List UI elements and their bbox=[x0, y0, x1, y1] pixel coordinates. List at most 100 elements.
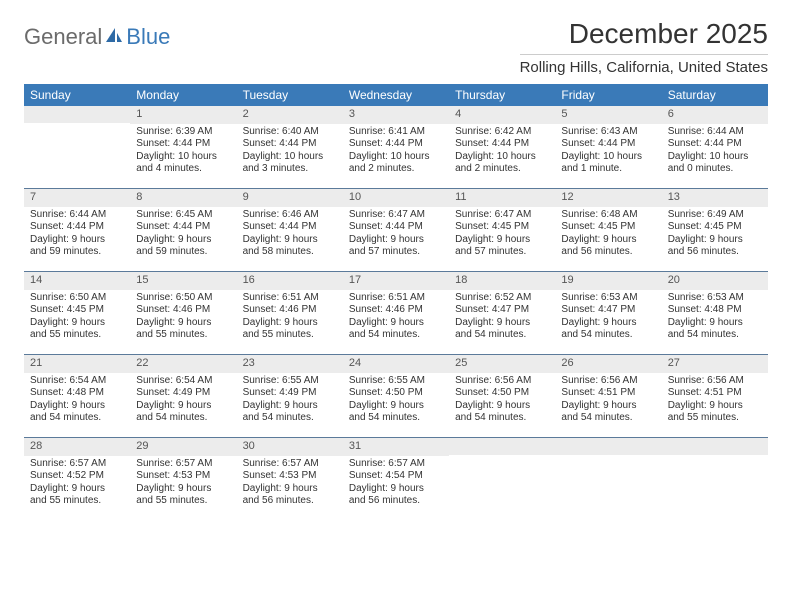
daylight-text-2: and 56 minutes. bbox=[243, 495, 337, 508]
sunset-text: Sunset: 4:44 PM bbox=[349, 221, 443, 234]
calendar: SundayMondayTuesdayWednesdayThursdayFrid… bbox=[24, 84, 768, 520]
sunrise-text: Sunrise: 6:57 AM bbox=[349, 458, 443, 471]
day-number: 5 bbox=[555, 106, 661, 124]
day-data: Sunrise: 6:48 AMSunset: 4:45 PMDaylight:… bbox=[555, 207, 661, 263]
daylight-text-1: Daylight: 9 hours bbox=[30, 483, 124, 496]
daylight-text-2: and 59 minutes. bbox=[30, 246, 124, 259]
day-number: 26 bbox=[555, 355, 661, 373]
sunrise-text: Sunrise: 6:48 AM bbox=[561, 209, 655, 222]
day-data: Sunrise: 6:56 AMSunset: 4:51 PMDaylight:… bbox=[555, 373, 661, 429]
day-number: 6 bbox=[662, 106, 768, 124]
sunset-text: Sunset: 4:50 PM bbox=[455, 387, 549, 400]
calendar-day-cell: 5Sunrise: 6:43 AMSunset: 4:44 PMDaylight… bbox=[555, 106, 661, 188]
location-text: Rolling Hills, California, United States bbox=[520, 59, 768, 76]
day-number bbox=[24, 106, 130, 123]
calendar-day-cell: 9Sunrise: 6:46 AMSunset: 4:44 PMDaylight… bbox=[237, 189, 343, 271]
day-data: Sunrise: 6:56 AMSunset: 4:50 PMDaylight:… bbox=[449, 373, 555, 429]
sunrise-text: Sunrise: 6:52 AM bbox=[455, 292, 549, 305]
daylight-text-2: and 55 minutes. bbox=[30, 329, 124, 342]
day-number bbox=[449, 438, 555, 455]
weeks-container: 1Sunrise: 6:39 AMSunset: 4:44 PMDaylight… bbox=[24, 106, 768, 520]
day-of-week-label: Friday bbox=[555, 84, 661, 106]
daylight-text-1: Daylight: 10 hours bbox=[349, 151, 443, 164]
daylight-text-2: and 55 minutes. bbox=[136, 329, 230, 342]
title-block: December 2025 Rolling Hills, California,… bbox=[520, 18, 768, 76]
calendar-day-cell: 15Sunrise: 6:50 AMSunset: 4:46 PMDayligh… bbox=[130, 272, 236, 354]
sunset-text: Sunset: 4:44 PM bbox=[243, 138, 337, 151]
calendar-day-cell: 8Sunrise: 6:45 AMSunset: 4:44 PMDaylight… bbox=[130, 189, 236, 271]
daylight-text-2: and 55 minutes. bbox=[668, 412, 762, 425]
day-number: 12 bbox=[555, 189, 661, 207]
daylight-text-1: Daylight: 9 hours bbox=[561, 317, 655, 330]
calendar-day-cell: 29Sunrise: 6:57 AMSunset: 4:53 PMDayligh… bbox=[130, 438, 236, 520]
day-data: Sunrise: 6:47 AMSunset: 4:44 PMDaylight:… bbox=[343, 207, 449, 263]
daylight-text-1: Daylight: 9 hours bbox=[243, 317, 337, 330]
daylight-text-2: and 56 minutes. bbox=[668, 246, 762, 259]
daylight-text-2: and 54 minutes. bbox=[455, 412, 549, 425]
daylight-text-2: and 57 minutes. bbox=[349, 246, 443, 259]
calendar-day-cell: 24Sunrise: 6:55 AMSunset: 4:50 PMDayligh… bbox=[343, 355, 449, 437]
day-data: Sunrise: 6:53 AMSunset: 4:48 PMDaylight:… bbox=[662, 290, 768, 346]
calendar-day-cell: 7Sunrise: 6:44 AMSunset: 4:44 PMDaylight… bbox=[24, 189, 130, 271]
sunset-text: Sunset: 4:46 PM bbox=[136, 304, 230, 317]
daylight-text-2: and 3 minutes. bbox=[243, 163, 337, 176]
calendar-day-cell: 23Sunrise: 6:55 AMSunset: 4:49 PMDayligh… bbox=[237, 355, 343, 437]
day-of-week-label: Tuesday bbox=[237, 84, 343, 106]
daylight-text-1: Daylight: 9 hours bbox=[136, 234, 230, 247]
calendar-week-row: 1Sunrise: 6:39 AMSunset: 4:44 PMDaylight… bbox=[24, 106, 768, 189]
day-number: 27 bbox=[662, 355, 768, 373]
sunset-text: Sunset: 4:44 PM bbox=[561, 138, 655, 151]
calendar-week-row: 28Sunrise: 6:57 AMSunset: 4:52 PMDayligh… bbox=[24, 438, 768, 520]
daylight-text-2: and 1 minute. bbox=[561, 163, 655, 176]
calendar-day-cell: 22Sunrise: 6:54 AMSunset: 4:49 PMDayligh… bbox=[130, 355, 236, 437]
month-title: December 2025 bbox=[520, 18, 768, 55]
daylight-text-1: Daylight: 10 hours bbox=[243, 151, 337, 164]
calendar-day-cell: 13Sunrise: 6:49 AMSunset: 4:45 PMDayligh… bbox=[662, 189, 768, 271]
day-number: 21 bbox=[24, 355, 130, 373]
header: General Blue December 2025 Rolling Hills… bbox=[24, 18, 768, 76]
daylight-text-1: Daylight: 9 hours bbox=[243, 483, 337, 496]
daylight-text-2: and 54 minutes. bbox=[349, 329, 443, 342]
daylight-text-1: Daylight: 9 hours bbox=[243, 234, 337, 247]
daylight-text-2: and 56 minutes. bbox=[561, 246, 655, 259]
day-data: Sunrise: 6:53 AMSunset: 4:47 PMDaylight:… bbox=[555, 290, 661, 346]
day-of-week-label: Thursday bbox=[449, 84, 555, 106]
day-data: Sunrise: 6:52 AMSunset: 4:47 PMDaylight:… bbox=[449, 290, 555, 346]
sunset-text: Sunset: 4:48 PM bbox=[668, 304, 762, 317]
sunset-text: Sunset: 4:51 PM bbox=[668, 387, 762, 400]
sunset-text: Sunset: 4:47 PM bbox=[455, 304, 549, 317]
day-number: 10 bbox=[343, 189, 449, 207]
day-data: Sunrise: 6:55 AMSunset: 4:49 PMDaylight:… bbox=[237, 373, 343, 429]
calendar-day-cell: 2Sunrise: 6:40 AMSunset: 4:44 PMDaylight… bbox=[237, 106, 343, 188]
sunset-text: Sunset: 4:45 PM bbox=[455, 221, 549, 234]
sunset-text: Sunset: 4:48 PM bbox=[30, 387, 124, 400]
calendar-week-row: 14Sunrise: 6:50 AMSunset: 4:45 PMDayligh… bbox=[24, 272, 768, 355]
daylight-text-1: Daylight: 9 hours bbox=[30, 400, 124, 413]
day-number: 18 bbox=[449, 272, 555, 290]
day-data: Sunrise: 6:51 AMSunset: 4:46 PMDaylight:… bbox=[343, 290, 449, 346]
daylight-text-2: and 54 minutes. bbox=[668, 329, 762, 342]
daylight-text-2: and 4 minutes. bbox=[136, 163, 230, 176]
daylight-text-1: Daylight: 9 hours bbox=[136, 400, 230, 413]
calendar-day-cell: 3Sunrise: 6:41 AMSunset: 4:44 PMDaylight… bbox=[343, 106, 449, 188]
daylight-text-1: Daylight: 9 hours bbox=[349, 234, 443, 247]
day-data: Sunrise: 6:44 AMSunset: 4:44 PMDaylight:… bbox=[24, 207, 130, 263]
day-data: Sunrise: 6:47 AMSunset: 4:45 PMDaylight:… bbox=[449, 207, 555, 263]
day-number: 9 bbox=[237, 189, 343, 207]
daylight-text-2: and 54 minutes. bbox=[136, 412, 230, 425]
day-data: Sunrise: 6:54 AMSunset: 4:49 PMDaylight:… bbox=[130, 373, 236, 429]
calendar-day-cell bbox=[555, 438, 661, 520]
sunset-text: Sunset: 4:45 PM bbox=[561, 221, 655, 234]
sunrise-text: Sunrise: 6:55 AM bbox=[349, 375, 443, 388]
daylight-text-2: and 0 minutes. bbox=[668, 163, 762, 176]
daylight-text-1: Daylight: 9 hours bbox=[243, 400, 337, 413]
daylight-text-1: Daylight: 9 hours bbox=[455, 317, 549, 330]
brand-text-1: General bbox=[24, 24, 102, 50]
sunset-text: Sunset: 4:46 PM bbox=[349, 304, 443, 317]
daylight-text-2: and 54 minutes. bbox=[455, 329, 549, 342]
calendar-day-cell: 10Sunrise: 6:47 AMSunset: 4:44 PMDayligh… bbox=[343, 189, 449, 271]
sunset-text: Sunset: 4:44 PM bbox=[136, 138, 230, 151]
calendar-day-cell: 6Sunrise: 6:44 AMSunset: 4:44 PMDaylight… bbox=[662, 106, 768, 188]
brand-logo: General Blue bbox=[24, 24, 170, 50]
sunset-text: Sunset: 4:50 PM bbox=[349, 387, 443, 400]
